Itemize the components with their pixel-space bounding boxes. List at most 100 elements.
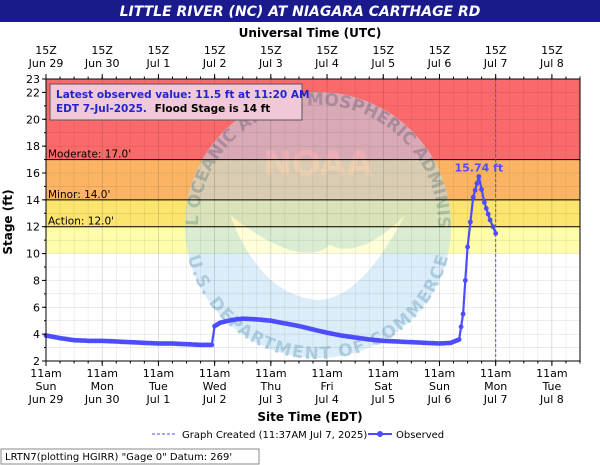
x-bottom-tick-time: 11am bbox=[255, 367, 286, 380]
y-tick-label: 6 bbox=[33, 301, 40, 314]
footer-frame bbox=[0, 448, 260, 465]
flood-stage-text: Flood Stage is 14 ft bbox=[155, 103, 271, 115]
observed-point bbox=[474, 181, 480, 186]
observed-point bbox=[456, 337, 462, 342]
top-axis-label: Universal Time (UTC) bbox=[239, 26, 382, 40]
observed-point bbox=[465, 244, 470, 250]
chart-title: LITTLE RIVER (NC) AT NIAGARA CARTHAGE RD bbox=[120, 4, 481, 20]
x-top-tick-time: 15Z bbox=[372, 44, 394, 57]
x-bottom-tick-time: 11am bbox=[311, 367, 342, 380]
x-top-tick-time: 15Z bbox=[316, 44, 338, 57]
x-top-tick-date: Jun 30 bbox=[84, 57, 120, 70]
legend-observed: Observed bbox=[396, 430, 444, 441]
observed-point bbox=[468, 219, 473, 225]
y-tick-label: 2 bbox=[33, 355, 40, 368]
observed-series: 15.74 ft bbox=[43, 161, 503, 348]
observed-point bbox=[470, 194, 476, 200]
x-top-tick-time: 15Z bbox=[485, 44, 507, 57]
peak-label: 15.74 ft bbox=[454, 161, 503, 174]
x-top-tick-date: Jul 4 bbox=[314, 57, 339, 70]
x-bottom-tick-time: 11am bbox=[143, 367, 174, 380]
x-top-tick-date: Jul 5 bbox=[370, 57, 395, 70]
observed-point bbox=[487, 217, 493, 223]
y-tick-label: 20 bbox=[26, 113, 40, 126]
observed-point bbox=[479, 187, 484, 192]
x-bottom-tick-weekday: Fri bbox=[320, 380, 333, 393]
x-bottom-tick-weekday: Sat bbox=[374, 380, 393, 393]
x-bottom-tick-time: 11am bbox=[30, 367, 61, 380]
x-bottom-tick-time: 11am bbox=[368, 367, 399, 380]
x-bottom-tick-weekday: Sun bbox=[429, 380, 450, 393]
threshold-label-moderate: Moderate: 17.0' bbox=[48, 149, 131, 161]
legend-observed-marker bbox=[377, 431, 383, 437]
y-tick-label: 4 bbox=[33, 328, 40, 341]
x-bottom-tick-weekday: Sun bbox=[36, 380, 57, 393]
x-top-tick-date: Jun 29 bbox=[28, 57, 64, 70]
observed-point bbox=[472, 187, 478, 193]
footer-text: LRTN7(plotting HGIRR) "Gage 0" Datum: 26… bbox=[5, 452, 232, 463]
x-bottom-tick-time: 11am bbox=[480, 367, 511, 380]
x-bottom-tick-date: Jun 29 bbox=[28, 393, 64, 406]
y-tick-label: 12 bbox=[26, 221, 40, 234]
x-axis-title: Site Time (EDT) bbox=[257, 410, 362, 424]
x-top-tick-time: 15Z bbox=[260, 44, 282, 57]
x-bottom-tick-date: Jun 30 bbox=[84, 393, 120, 406]
x-top-tick-date: Jul 6 bbox=[427, 57, 452, 70]
x-top-tick-time: 15Z bbox=[204, 44, 226, 57]
latest-observed-line1: Latest observed value: 11.5 ft at 11:20 … bbox=[56, 89, 309, 101]
x-bottom-tick-weekday: Thu bbox=[260, 380, 282, 393]
observed-point bbox=[483, 206, 489, 211]
x-top-tick-time: 15Z bbox=[91, 44, 113, 57]
y-tick-label: 8 bbox=[33, 274, 40, 287]
observed-point bbox=[460, 311, 466, 317]
title-bar bbox=[0, 0, 600, 22]
x-bottom-tick-time: 11am bbox=[199, 367, 230, 380]
x-bottom-tick-date: Jul 1 bbox=[146, 393, 171, 406]
x-bottom-tick-time: 11am bbox=[424, 367, 455, 380]
x-bottom-tick-weekday: Tue bbox=[148, 380, 168, 393]
chart-legend: Graph Created (11:37AM Jul 7, 2025) Obse… bbox=[152, 430, 444, 441]
x-top-tick-date: Jul 7 bbox=[483, 57, 508, 70]
x-bottom-tick-weekday: Wed bbox=[203, 380, 227, 393]
latest-observed-box: Latest observed value: 11.5 ft at 11:20 … bbox=[49, 83, 309, 121]
x-top-tick-time: 15Z bbox=[429, 44, 451, 57]
y-tick-label: 10 bbox=[26, 248, 40, 261]
y-tick-label: 16 bbox=[26, 167, 40, 180]
x-top-tick-date: Jul 2 bbox=[202, 57, 227, 70]
x-bottom-tick-date: Jul 5 bbox=[370, 393, 395, 406]
x-top-tick-date: Jul 8 bbox=[539, 57, 564, 70]
x-bottom-tick-date: Jul 6 bbox=[427, 393, 452, 406]
x-top-tick-time: 15Z bbox=[35, 44, 57, 57]
observed-point bbox=[493, 231, 499, 236]
latest-observed-box-frame bbox=[49, 83, 303, 121]
y-axis-title: Stage (ft) bbox=[1, 189, 15, 254]
observed-point bbox=[458, 324, 464, 330]
observed-point bbox=[485, 211, 491, 217]
x-bottom-tick-date: Jul 3 bbox=[258, 393, 283, 406]
y-tick-label: 14 bbox=[26, 194, 40, 207]
x-top-tick-time: 15Z bbox=[148, 44, 170, 57]
threshold-label-minor: Minor: 14.0' bbox=[48, 189, 110, 201]
noaa-watermark-center-text: NOAA bbox=[263, 144, 373, 184]
noaa-seal-circle bbox=[185, 92, 451, 358]
svg-text:EDT 7-Jul-2025. Flood St: EDT 7-Jul-2025. Flood Stage is 14 ft bbox=[56, 103, 270, 115]
x-top-tick-time: 15Z bbox=[541, 44, 563, 57]
legend-graph-created: Graph Created (11:37AM Jul 7, 2025) bbox=[182, 430, 367, 441]
observed-point bbox=[476, 174, 482, 179]
observed-point bbox=[482, 200, 487, 205]
x-bottom-tick-weekday: Mon bbox=[484, 380, 507, 393]
x-top-tick-date: Jul 1 bbox=[146, 57, 171, 70]
observed-point bbox=[490, 224, 496, 230]
x-bottom-tick-date: Jul 7 bbox=[483, 393, 508, 406]
threshold-label-action: Action: 12.0' bbox=[48, 216, 114, 228]
x-bottom-tick-time: 11am bbox=[86, 367, 117, 380]
x-bottom-tick-weekday: Tue bbox=[541, 380, 561, 393]
latest-observed-line2: EDT 7-Jul-2025. bbox=[56, 103, 147, 115]
observed-point bbox=[462, 278, 468, 283]
x-bottom-tick-time: 11am bbox=[536, 367, 567, 380]
observed-point bbox=[209, 342, 215, 348]
x-bottom-tick-date: Jul 8 bbox=[539, 393, 564, 406]
x-bottom-tick-date: Jul 2 bbox=[202, 393, 227, 406]
